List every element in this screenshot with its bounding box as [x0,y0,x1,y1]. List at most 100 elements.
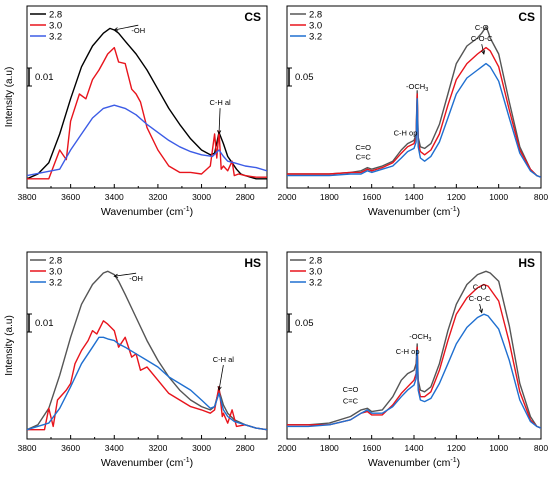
x-axis-label: Wavenumber (cm-1) [101,457,193,469]
annotation-text: C-H op [394,129,418,138]
x-tick-label: 3800 [18,192,37,202]
panel-label: CS [518,10,535,24]
x-axis-label-close: ) [457,206,461,218]
legend-label: 2.8 [49,10,62,21]
panel-label: HS [244,256,261,270]
annotation: C=C [343,396,359,405]
series-line-3.0 [287,283,541,429]
annotation: C-H al [213,355,235,364]
panel-4: 2000 1800 1600 1400 1200 1000 800 Wavenumber (c… [278,251,548,469]
x-tick-label: 1000 [489,192,508,202]
annotation: C=O [355,143,371,152]
x-axis-label-sup: -1 [183,206,189,213]
legend-label: 2.8 [49,256,62,267]
annotation: -OCH3 [406,82,428,93]
annotation-sub: 3 [425,87,428,93]
legend: 2.83.03.2 [30,10,62,43]
annotation-sub: 3 [428,337,431,343]
panel-label: HS [518,256,535,270]
annotation-text: C=O [355,143,371,152]
x-tick-label: 3400 [105,192,124,202]
x-axis-label-text: Wavenumber (cm [368,206,451,218]
annotation-text: -OH [131,26,145,35]
annotation-arrowhead [113,273,119,278]
plot-frame [286,251,542,440]
annotation-text: -OCH [406,82,425,91]
annotation: -OH [129,274,143,283]
legend-label: 3.2 [49,32,62,43]
annotation: C=C [356,153,372,162]
annotation-arrowhead [113,27,119,32]
annotation: C-O-C [469,294,491,303]
legend: 2.83.03.2 [30,256,62,289]
legend: 2.83.03.2 [290,256,322,289]
x-tick-label: 800 [534,192,548,202]
x-axis-label-close: ) [190,457,194,469]
annotation-arrow [114,272,137,277]
annotation-arrowhead [478,308,483,314]
annotation-text: C=O [343,385,359,394]
annotation: C=O [343,385,359,394]
x-tick-label: 3000 [192,443,211,453]
panel-2: 2000 1800 1600 1400 1200 1000 800 Wavenumber (c… [278,5,548,218]
x-tick-label: 1800 [320,192,339,202]
x-tick-label: 3600 [61,443,80,453]
x-axis-label-close: ) [190,206,194,218]
annotation-arrow [479,303,483,313]
x-tick-label: 2000 [278,192,297,202]
series-line-3.2 [27,104,267,177]
scale-bar-label: 0.05 [295,72,314,83]
scale-bar-label: 0.01 [35,72,54,83]
plot-frame [26,251,268,440]
annotation-text: C-H al [213,355,235,364]
series-line-3.2 [287,62,541,178]
annotation-text: C-H op [396,347,420,356]
annotation: C-H op [394,129,418,138]
annotation-arrowhead [481,50,486,55]
x-tick-label: 3200 [148,192,167,202]
x-tick-label: 3200 [148,443,167,453]
legend-label: 3.2 [309,278,322,289]
series-line-2.8 [287,26,541,178]
x-axis-label-text: Wavenumber (cm [368,457,451,469]
x-axis-label: Wavenumber (cm-1) [101,206,193,218]
legend: 2.83.03.2 [290,10,322,43]
x-tick-label: 3800 [18,443,37,453]
x-axis-label-sup: -1 [450,206,456,213]
annotation-text: C-O [473,282,487,291]
annotation-arrow [218,108,221,135]
scale-bar-label: 0.05 [295,318,314,329]
legend-label: 3.0 [49,21,62,32]
annotation-arrowhead [217,130,222,135]
x-tick-label: 1400 [405,443,424,453]
legend-label: 3.2 [49,278,62,289]
x-tick-label: 1200 [447,192,466,202]
series-line-3.0 [27,320,267,431]
annotation: C-O [475,23,489,32]
annotation-arrow [114,24,139,31]
legend-label: 2.8 [309,10,322,21]
x-tick-label: 1600 [362,192,381,202]
annotation-text: C-O-C [471,34,493,43]
legend-label: 3.0 [309,267,322,278]
legend-label: 3.0 [49,267,62,278]
x-tick-label: 800 [534,443,548,453]
annotation: C-H al [209,98,231,107]
x-axis-label: Wavenumber (cm-1) [368,206,460,218]
panel-label: CS [244,10,261,24]
x-axis-label-text: Wavenumber (cm [101,457,184,469]
series-line-2.8 [27,270,267,431]
series-line-2.8 [27,27,267,180]
x-tick-label: 1200 [447,443,466,453]
series-line-3.2 [287,313,541,429]
series-line-3.2 [27,336,267,431]
x-tick-label: 3600 [61,192,80,202]
legend-label: 2.8 [309,256,322,267]
annotation-text: -OCH [409,332,428,341]
x-axis-label-sup: -1 [183,457,189,464]
annotation-arrow [218,364,224,391]
x-tick-label: 2000 [278,443,297,453]
annotation: -OCH3 [409,332,431,343]
x-axis-label-text: Wavenumber (cm [101,206,184,218]
